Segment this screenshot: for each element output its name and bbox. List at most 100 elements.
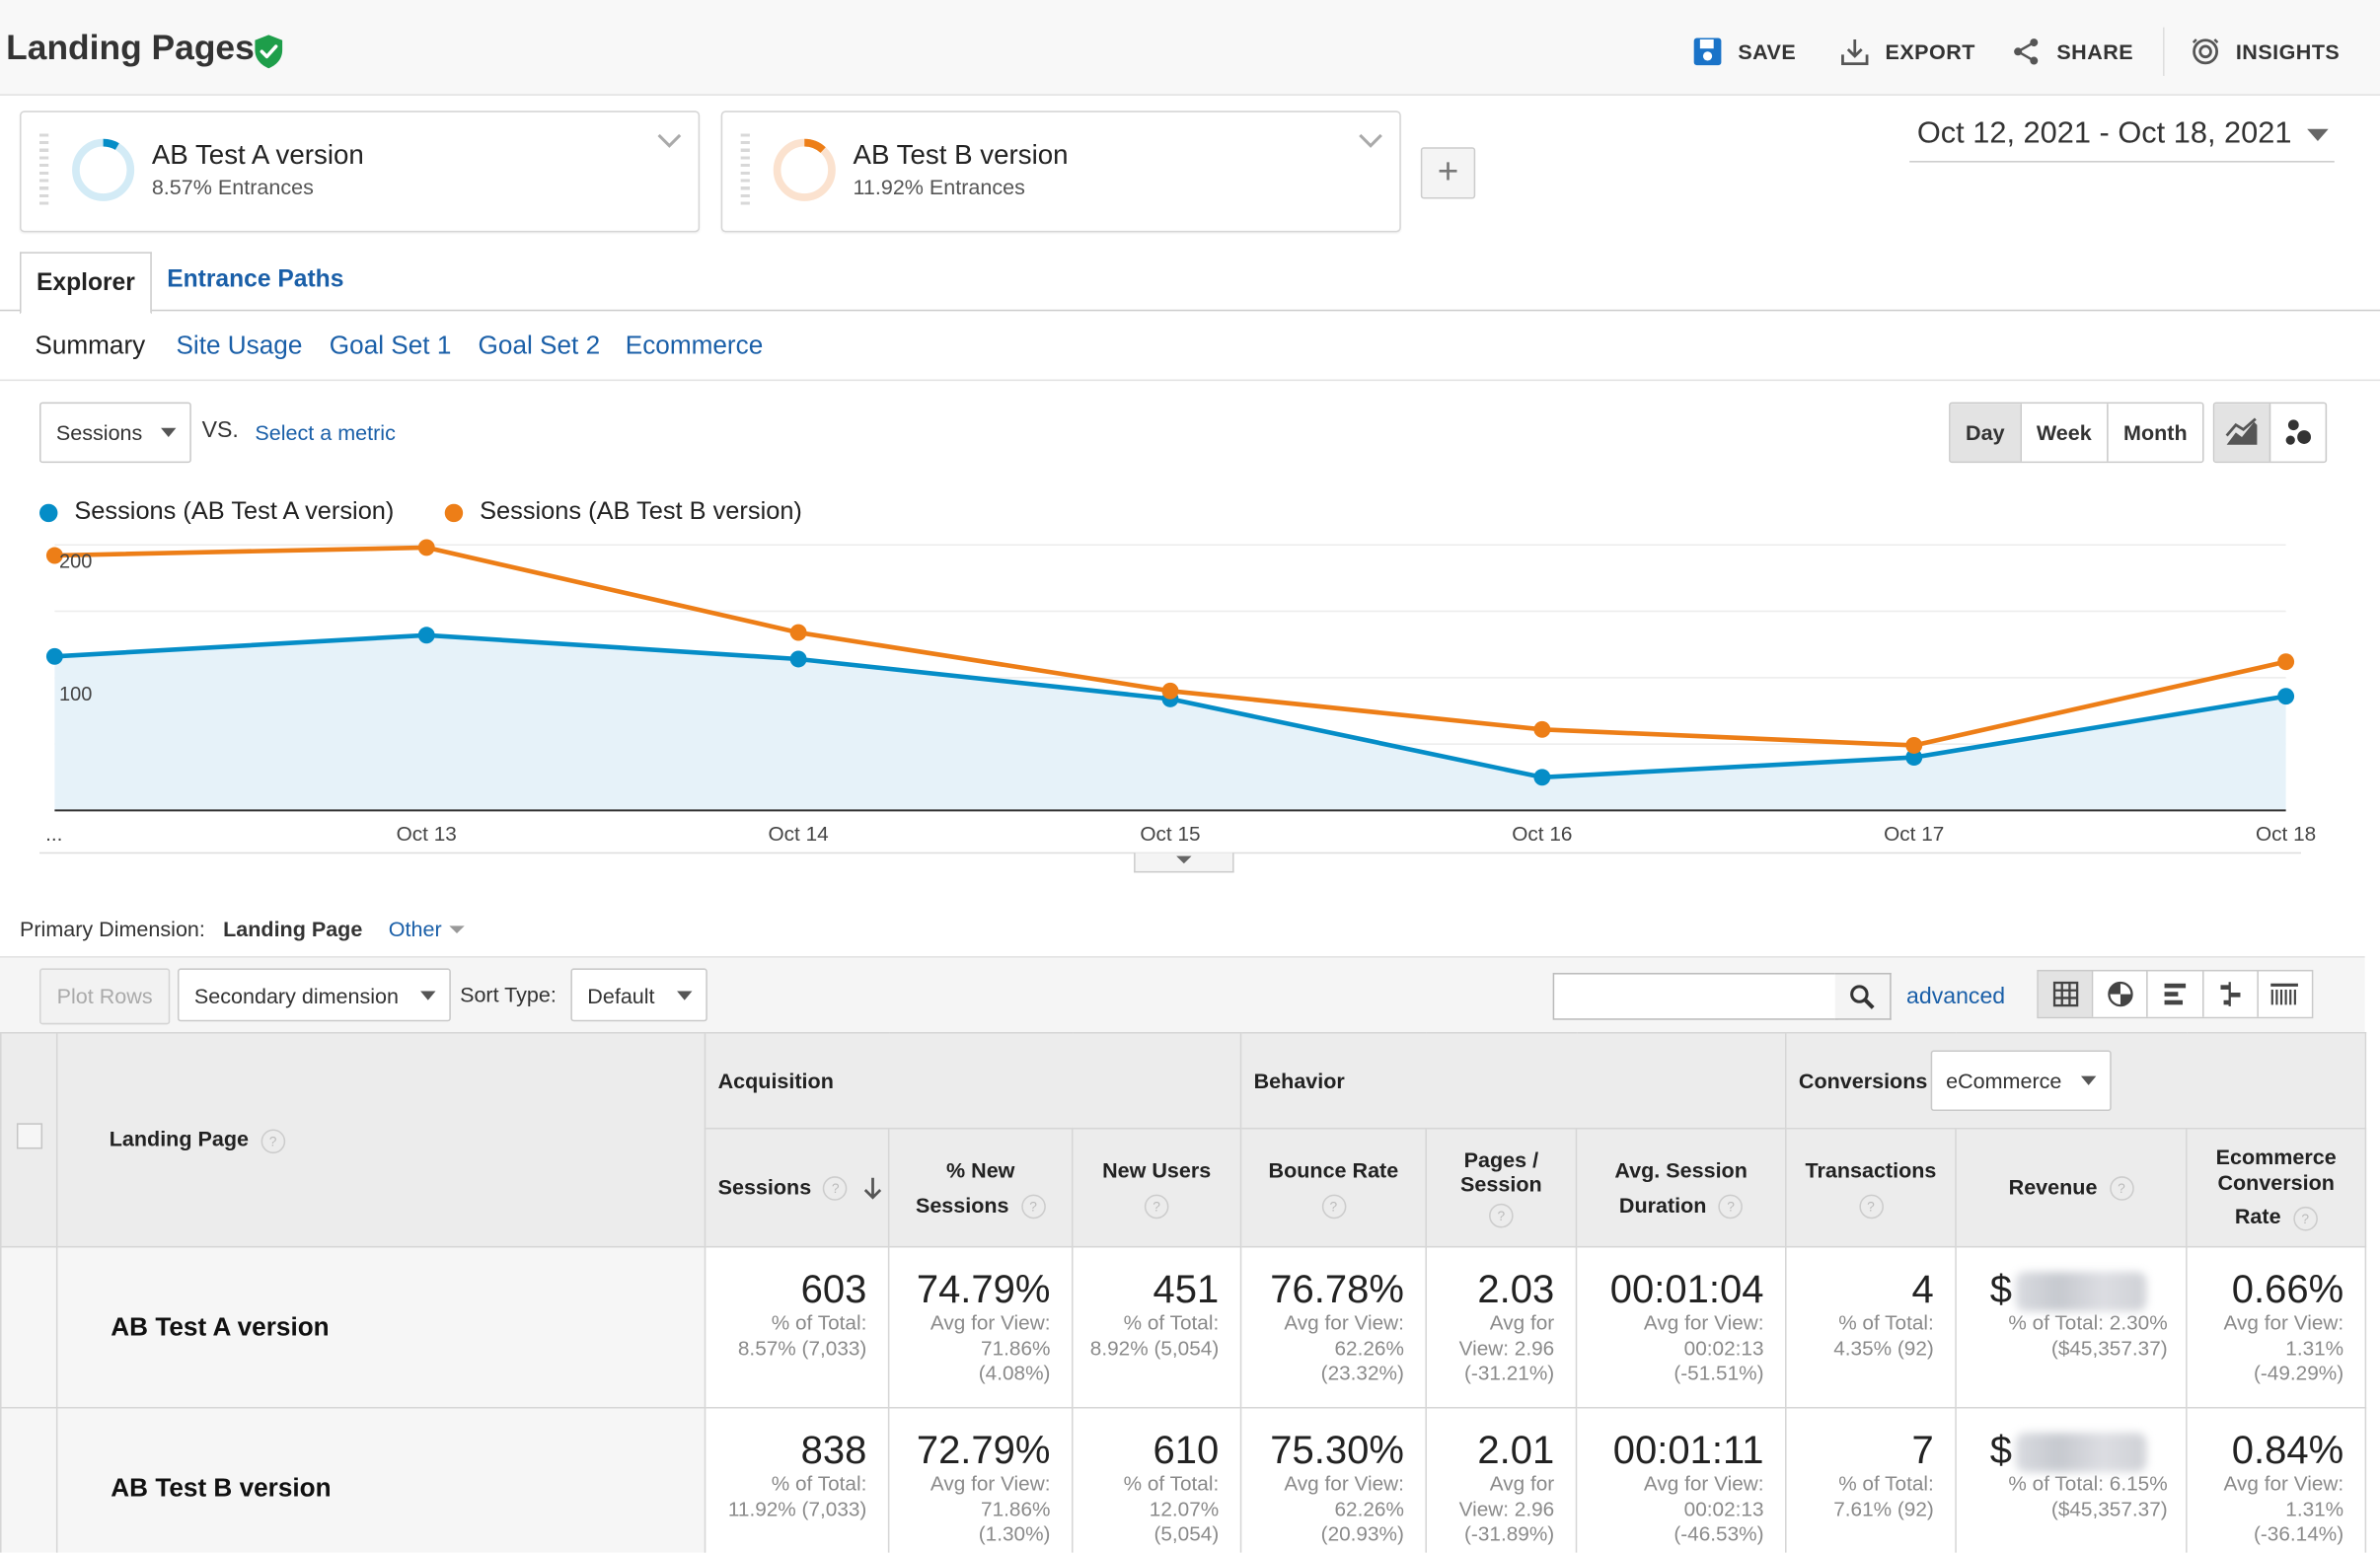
duration-header-label-1: Avg. Session <box>1614 1156 1748 1182</box>
data-point-b <box>2277 653 2295 671</box>
subtab-ecommerce[interactable]: Ecommerce <box>625 331 764 360</box>
pages-session-header[interactable]: Pages / Session ? <box>1425 1127 1578 1248</box>
line-chart-button[interactable] <box>2214 404 2271 462</box>
metric-dropdown[interactable]: Sessions <box>38 402 191 464</box>
revenue-sub-2: ($45,357.37) <box>2050 1497 2168 1520</box>
month-button[interactable]: Month <box>2107 404 2203 462</box>
sort-type-dropdown[interactable]: Default <box>570 968 707 1022</box>
transactions-value: 7 <box>1911 1426 1934 1473</box>
export-button[interactable]: EXPORT <box>1839 37 1974 67</box>
help-icon[interactable]: ? <box>1144 1194 1169 1219</box>
revenue-header[interactable]: Revenue? <box>1955 1127 2188 1248</box>
bar-list-icon <box>2164 983 2187 1005</box>
plot-rows-button[interactable]: Plot Rows <box>38 968 171 1025</box>
add-segment-button[interactable]: + <box>1420 147 1476 199</box>
cell-new-users: 451 % of Total: 8.92% (5,054) <box>1072 1245 1242 1409</box>
new-users-sub-1: % of Total: <box>1123 1472 1220 1496</box>
table-view-toggle[interactable] <box>2037 969 2314 1019</box>
pages-session-value: 2.03 <box>1477 1265 1555 1312</box>
segment-card-b[interactable]: AB Test B version 11.92% Entrances <box>720 111 1401 233</box>
legend-item-b: Sessions (AB Test B version) <box>444 498 802 527</box>
select-all-checkbox[interactable] <box>16 1123 42 1149</box>
pages-session-sub-1: Avg for <box>1489 1472 1555 1496</box>
help-icon[interactable]: ? <box>2109 1176 2134 1202</box>
chart-collapse-handle[interactable] <box>1134 852 1234 873</box>
conv-rate-sub-2: 1.31% <box>2285 1497 2344 1520</box>
percentage-view-button[interactable] <box>2092 971 2147 1017</box>
subtab-goal-set-1[interactable]: Goal Set 1 <box>329 331 452 360</box>
line-chart-icon <box>2225 417 2258 445</box>
cell-pages-session: 2.03 Avg for View: 2.96 (-31.21%) <box>1425 1245 1578 1409</box>
tab-explorer[interactable]: Explorer <box>19 252 152 315</box>
help-icon[interactable]: ? <box>823 1176 849 1202</box>
conv-rate-sub-3: (-49.29%) <box>2253 1361 2344 1384</box>
avg-session-duration-header[interactable]: Avg. Session Duration? <box>1575 1127 1787 1248</box>
segment-donut-icon <box>773 138 836 201</box>
caret-down-icon[interactable] <box>2307 128 2329 142</box>
cell-ecommerce-conversion-rate: 0.66% Avg for View: 1.31% (-49.29%) <box>2186 1245 2367 1409</box>
caret-down-icon <box>2081 1075 2097 1085</box>
row-landing-page[interactable]: AB Test A version <box>55 1245 707 1409</box>
verified-shield-icon <box>255 35 283 69</box>
drag-handle-icon[interactable] <box>38 133 49 210</box>
secondary-dimension-dropdown[interactable]: Secondary dimension <box>177 968 451 1022</box>
vs-label: VS. <box>201 417 239 444</box>
day-button[interactable]: Day <box>1950 404 2020 462</box>
share-button[interactable]: SHARE <box>2011 37 2133 67</box>
segment-card-a[interactable]: AB Test A version 8.57% Entrances <box>19 111 701 233</box>
data-view-button[interactable] <box>2038 971 2093 1017</box>
transactions-header[interactable]: Transactions ? <box>1785 1127 1957 1248</box>
help-icon[interactable]: ? <box>1321 1194 1346 1219</box>
data-point-a <box>2277 688 2295 705</box>
chevron-down-icon[interactable] <box>1357 130 1384 152</box>
new-users-header[interactable]: New Users ? <box>1072 1127 1242 1248</box>
help-icon[interactable]: ? <box>2292 1206 2318 1230</box>
revenue-currency: $ <box>1989 1265 2012 1312</box>
row-landing-page[interactable]: AB Test B version <box>55 1406 707 1553</box>
landing-page-header[interactable]: Landing Page? <box>55 1032 707 1248</box>
sessions-header[interactable]: Sessions? <box>704 1127 890 1248</box>
chart-type-toggle[interactable] <box>2212 402 2328 464</box>
save-button[interactable]: SAVE <box>1692 37 1796 67</box>
advanced-filter-link[interactable]: advanced <box>1906 983 2006 1009</box>
select-metric-link[interactable]: Select a metric <box>255 420 396 445</box>
date-range-text: Oct 12, 2021 - Oct 18, 2021 <box>1916 116 2292 151</box>
x-tick-label: Oct 15 <box>1140 823 1200 846</box>
sort-descending-icon[interactable] <box>862 1177 884 1202</box>
insights-icon <box>2192 38 2219 65</box>
date-range-picker[interactable]: Oct 12, 2021 - Oct 18, 2021 <box>1909 115 2335 163</box>
help-icon[interactable]: ? <box>1489 1204 1514 1228</box>
table-search-input[interactable] <box>1552 973 1838 1020</box>
pages-session-value: 2.01 <box>1477 1426 1555 1473</box>
subtab-site-usage[interactable]: Site Usage <box>176 331 303 360</box>
drag-handle-icon[interactable] <box>740 133 750 210</box>
week-button[interactable]: Week <box>2019 404 2108 462</box>
conversions-dropdown[interactable]: eCommerce <box>1930 1050 2112 1112</box>
conv-rate-sub-1: Avg for View: <box>2223 1311 2344 1335</box>
new-sessions-header[interactable]: % New Sessions? <box>887 1127 1074 1248</box>
ecommerce-conversion-rate-header[interactable]: Ecommerce Conversion Rate? <box>2186 1127 2367 1248</box>
primary-dimension-other[interactable]: Other <box>388 917 442 941</box>
help-icon[interactable]: ? <box>1858 1194 1884 1219</box>
granularity-toggle[interactable]: Day Week Month <box>1949 402 2204 464</box>
chevron-down-icon[interactable] <box>656 130 684 152</box>
pivot-view-button[interactable] <box>2257 971 2312 1017</box>
secondary-dimension-label: Secondary dimension <box>193 983 400 1008</box>
tab-entrance-paths[interactable]: Entrance Paths <box>167 266 344 293</box>
caret-down-icon[interactable] <box>449 925 465 934</box>
help-icon[interactable]: ? <box>1020 1194 1046 1219</box>
data-point-b <box>1533 720 1551 738</box>
subtab-summary[interactable]: Summary <box>35 331 146 360</box>
search-button[interactable] <box>1834 973 1892 1020</box>
insights-button[interactable]: INSIGHTS <box>2191 37 2341 67</box>
bounce-rate-header-label: Bounce Rate <box>1268 1156 1399 1182</box>
transactions-value: 4 <box>1911 1265 1934 1312</box>
bounce-rate-header[interactable]: Bounce Rate ? <box>1239 1127 1427 1248</box>
performance-view-button[interactable] <box>2146 971 2202 1017</box>
comparison-view-button[interactable] <box>2201 971 2258 1017</box>
help-icon[interactable]: ? <box>1718 1194 1744 1219</box>
subtab-goal-set-2[interactable]: Goal Set 2 <box>478 331 601 360</box>
help-icon[interactable]: ? <box>260 1128 285 1153</box>
page-title: Landing Pages <box>6 27 255 67</box>
motion-chart-button[interactable] <box>2270 404 2325 461</box>
